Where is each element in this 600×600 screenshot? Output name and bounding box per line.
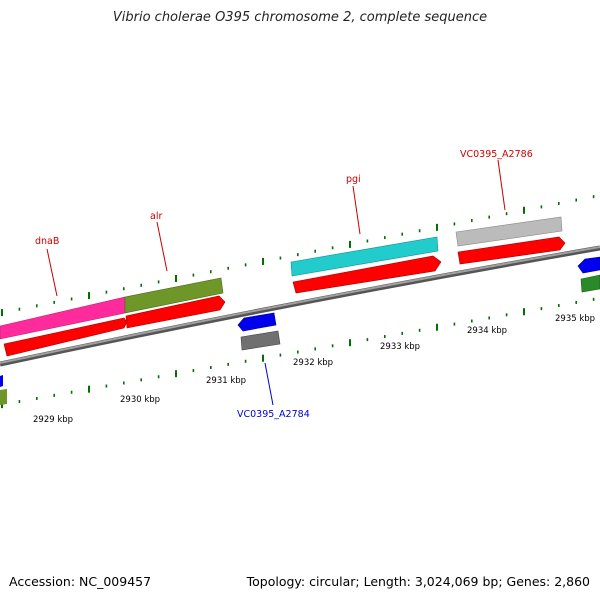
accession-text: Accession: NC_009457: [9, 574, 152, 589]
map-title: Vibrio cholerae O395 chromosome 2, compl…: [112, 10, 488, 25]
reverse-gene-right-edge[interactable]: [577, 256, 600, 274]
gene-label-alr[interactable]: alr: [150, 211, 162, 222]
reverse-gene-blue[interactable]: [237, 312, 277, 332]
outer-tick-marks: [1, 195, 595, 317]
cds-arrow-2[interactable]: [125, 295, 226, 329]
inner-tick-marks: [1, 297, 595, 409]
gene-label-dnaB[interactable]: dnaB: [35, 236, 59, 247]
gene-label-vc0395-a2786[interactable]: VC0395_A2786: [460, 149, 533, 160]
cds-arrow-1[interactable]: [3, 317, 128, 357]
kbp-label-2934: 2934 kbp: [467, 326, 507, 336]
gene-vc0395-a2786[interactable]: [455, 216, 563, 247]
kbp-label-2933: 2933 kbp: [380, 342, 420, 352]
kbp-label-2930: 2930 kbp: [120, 395, 160, 405]
topology-summary-text: Topology: circular; Length: 3,024,069 bp…: [246, 574, 590, 589]
gene-alr[interactable]: [124, 277, 224, 314]
kbp-label-2935: 2935 kbp: [555, 314, 595, 324]
dnab-leader-line: [46, 248, 58, 297]
alr-leader-line: [156, 221, 168, 272]
pgi-leader-line: [352, 185, 361, 235]
gene-right-edge-green[interactable]: [580, 274, 600, 293]
gene-pgi[interactable]: [290, 236, 439, 277]
gene-vc0395-a2784[interactable]: [240, 330, 281, 351]
gene-label-vc0395-a2784[interactable]: VC0395_A2784: [237, 409, 310, 420]
kbp-label-2929: 2929 kbp: [33, 415, 73, 425]
cds-arrow-3[interactable]: [292, 255, 442, 294]
reverse-gene-left-edge[interactable]: [0, 375, 3, 387]
chromosome-backbone-highlight: [0, 246, 600, 364]
vc0395-a2786-leader-line: [497, 159, 506, 211]
kbp-label-2931: 2931 kbp: [206, 376, 246, 386]
gene-label-pgi[interactable]: pgi: [346, 174, 361, 185]
kbp-label-2932: 2932 kbp: [293, 358, 333, 368]
vc0395-a2784-leader-line: [264, 362, 274, 406]
cds-arrow-4[interactable]: [457, 236, 566, 265]
gene-left-edge-green[interactable]: [0, 389, 7, 405]
